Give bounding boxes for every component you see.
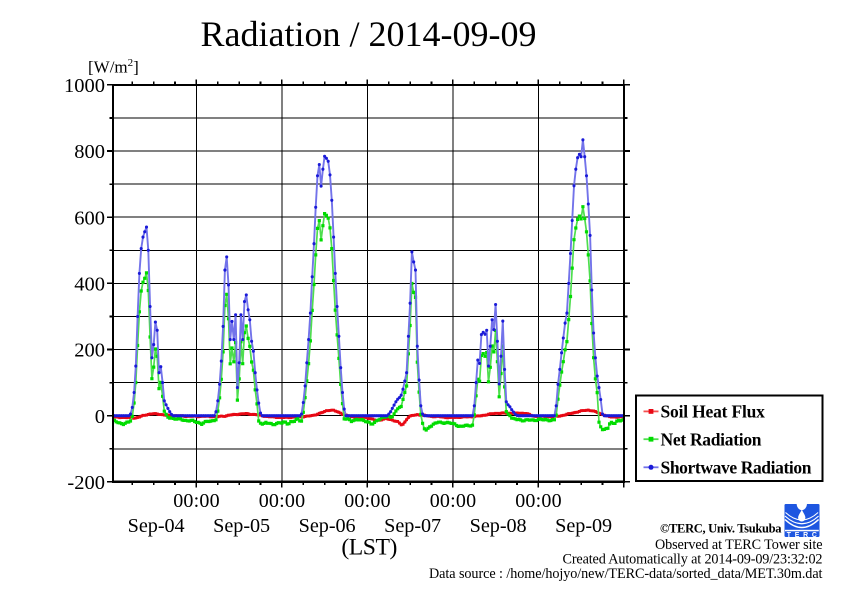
svg-text:©TERC, Univ. Tsukuba: ©TERC, Univ. Tsukuba	[660, 522, 782, 536]
svg-text:-200: -200	[67, 472, 105, 494]
svg-text:00:00: 00:00	[259, 490, 305, 512]
svg-text:(LST): (LST)	[341, 535, 397, 561]
svg-text:1000: 1000	[64, 75, 105, 97]
svg-text:Data source : /home/hojyo/new/: Data source : /home/hojyo/new/TERC-data/…	[429, 566, 823, 582]
svg-text:800: 800	[74, 141, 105, 163]
svg-text:Shortwave Radiation: Shortwave Radiation	[661, 458, 812, 478]
svg-text:00:00: 00:00	[173, 490, 219, 512]
svg-text:Sep-08: Sep-08	[470, 515, 527, 537]
svg-text:Radiation / 2014-09-09: Radiation / 2014-09-09	[201, 14, 537, 54]
svg-text:400: 400	[74, 273, 105, 295]
svg-text:[W/m2]: [W/m2]	[88, 57, 139, 77]
svg-text:00:00: 00:00	[430, 490, 476, 512]
svg-text:Net Radiation: Net Radiation	[661, 429, 762, 449]
svg-text:Sep-07: Sep-07	[384, 515, 441, 537]
svg-text:00:00: 00:00	[344, 490, 390, 512]
svg-text:Sep-04: Sep-04	[128, 515, 185, 537]
svg-text:00:00: 00:00	[515, 490, 561, 512]
svg-text:Sep-05: Sep-05	[213, 515, 270, 537]
svg-text:200: 200	[74, 340, 105, 362]
svg-text:Sep-06: Sep-06	[299, 515, 356, 537]
svg-text:Sep-09: Sep-09	[555, 515, 612, 537]
svg-text:Created Automatically at 2014-: Created Automatically at 2014-09-09/23:3…	[563, 552, 823, 568]
svg-text:600: 600	[74, 207, 105, 229]
svg-text:0: 0	[95, 406, 105, 428]
svg-text:Observed at TERC Tower site: Observed at TERC Tower site	[655, 537, 823, 553]
svg-text:Soil Heat Flux: Soil Heat Flux	[661, 402, 766, 422]
